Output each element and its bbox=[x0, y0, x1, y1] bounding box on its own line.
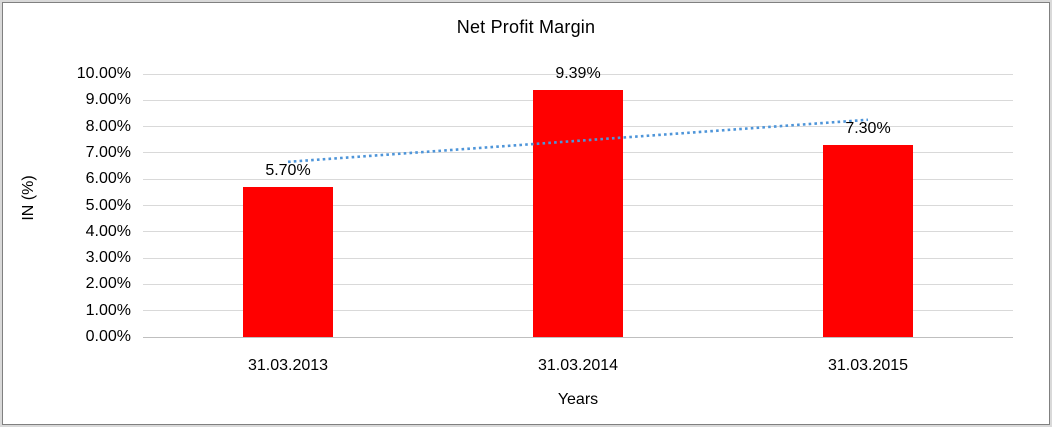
data-label: 9.39% bbox=[555, 65, 601, 83]
y-tick-label: 8.00% bbox=[85, 117, 131, 135]
y-tick-label: 0.00% bbox=[85, 328, 131, 345]
bar-31.03.2015 bbox=[823, 145, 913, 337]
y-tick-label: 10.00% bbox=[76, 65, 131, 82]
y-tick-label: 7.00% bbox=[85, 143, 131, 161]
y-tick-label: 4.00% bbox=[85, 222, 131, 240]
y-tick-label: 1.00% bbox=[85, 301, 131, 319]
data-label: 7.30% bbox=[845, 120, 891, 138]
y-tick-label: 6.00% bbox=[85, 170, 131, 188]
y-tick-label: 3.00% bbox=[85, 249, 131, 267]
y-tick-label: 9.00% bbox=[85, 91, 131, 109]
x-axis-title: Years bbox=[557, 391, 599, 408]
gridline bbox=[143, 73, 1013, 75]
plot-area: 5.70% 9.39% 7.30% bbox=[143, 65, 1013, 338]
y-tick-label: 2.00% bbox=[85, 275, 131, 293]
bar-31.03.2013 bbox=[243, 187, 333, 337]
x-tick-label: 31.03.2015 bbox=[827, 357, 909, 374]
y-axis-title: IN (%) bbox=[20, 175, 37, 221]
x-tick-label: 31.03.2014 bbox=[537, 357, 619, 374]
data-labels: 5.70% 9.39% 7.30% bbox=[143, 65, 1013, 337]
y-axis-tick-labels: 0.00% 1.00% 2.00% 3.00% 4.00% 5.00% 6.00% 7.00%… bbox=[52, 0, 131, 427]
chart-title: Net Profit Margin bbox=[456, 17, 596, 37]
y-tick-label: 5.00% bbox=[85, 196, 131, 214]
x-tick-label: 31.03.2013 bbox=[247, 357, 329, 374]
data-label: 5.70% bbox=[265, 162, 311, 180]
gridline bbox=[143, 336, 1013, 338]
